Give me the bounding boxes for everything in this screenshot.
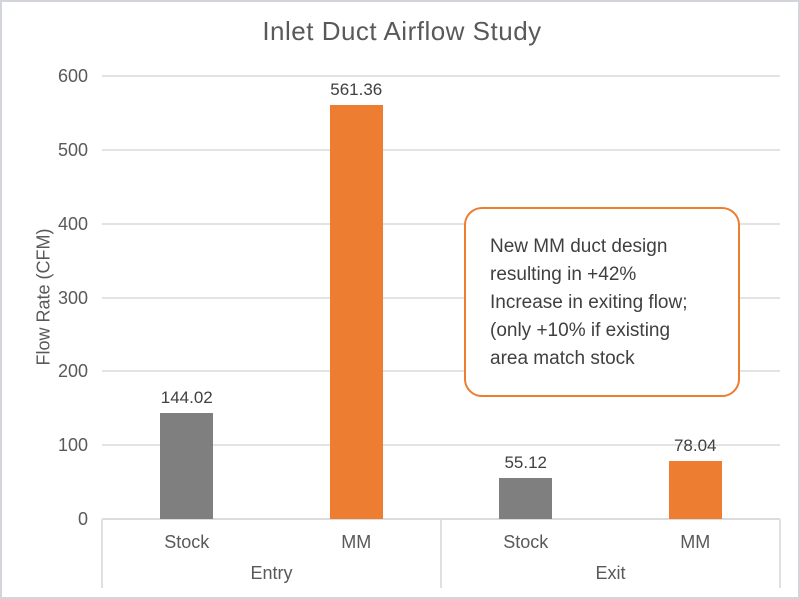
y-axis-tick-label: 600 (57, 66, 88, 86)
bar-exit-stock (499, 478, 553, 519)
annotation-text-line: area match stock (490, 348, 635, 369)
bar-entry-stock (160, 412, 214, 519)
x-axis-category-label: Stock (164, 532, 210, 552)
chart-title: Inlet Duct Airflow Study (262, 16, 542, 46)
bar-data-label: 55.12 (504, 453, 548, 473)
x-axis-category-label: MM (680, 532, 711, 552)
category-axis-divider (779, 519, 781, 588)
category-axis-divider (101, 519, 103, 588)
bar-data-label: 561.36 (330, 79, 383, 99)
gridline (102, 222, 780, 225)
annotation-text-line: Increase in exiting flow; (490, 292, 688, 313)
annotation-text-line: resulting in +42% (490, 264, 637, 285)
gridline (102, 444, 780, 447)
y-axis-tick-label: 400 (57, 213, 88, 234)
y-axis-tick-label: 200 (57, 361, 88, 382)
category-axis-divider (440, 519, 442, 588)
x-axis-category-label: Stock (503, 532, 549, 552)
y-axis-tick-label: 500 (57, 139, 88, 160)
x-axis-group-label: Exit (595, 563, 626, 583)
bar-data-label: 144.02 (160, 387, 213, 407)
y-axis-tick-label: 100 (57, 435, 88, 456)
bar-entry-mm (329, 104, 383, 519)
bar-exit-mm (668, 461, 722, 519)
y-axis-tick-label: 0 (77, 509, 88, 529)
gridline (102, 296, 780, 299)
gridline (102, 370, 780, 373)
gridline (102, 75, 780, 77)
x-axis-category-label: MM (341, 532, 372, 552)
annotation-text-line: (only +10% if existing (490, 320, 671, 341)
annotation-text-line: New MM duct design (490, 236, 668, 257)
gridline (102, 148, 780, 151)
bar-data-label: 78.04 (673, 436, 717, 456)
x-axis-group-label: Entry (250, 563, 293, 583)
annotation-box: New MM duct design resulting in +42% Inc… (464, 207, 740, 397)
y-axis-tick-label: 300 (57, 287, 88, 308)
